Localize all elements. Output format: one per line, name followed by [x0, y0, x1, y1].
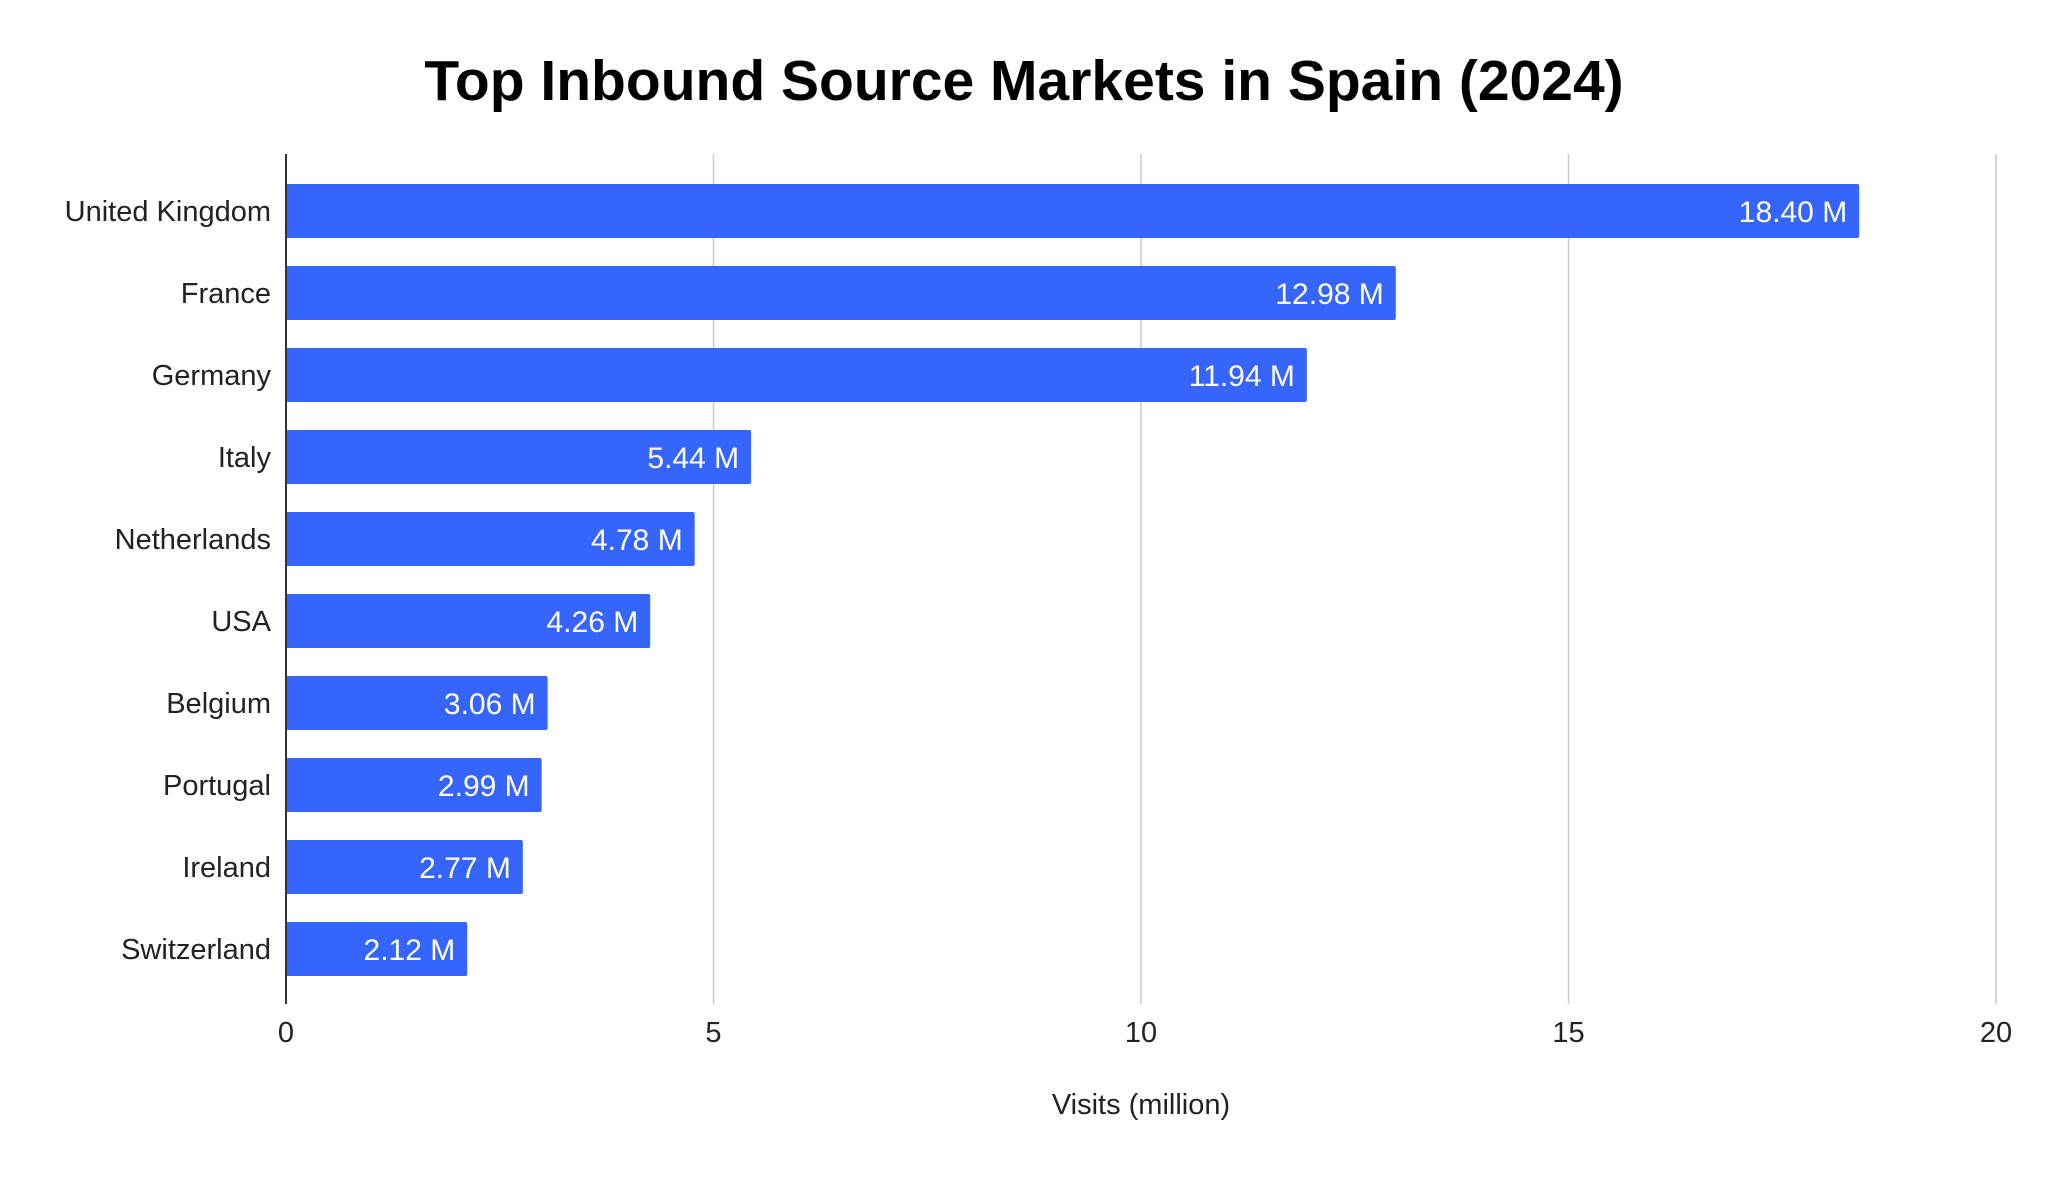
data-label: 3.06 M	[444, 688, 536, 721]
bar	[286, 594, 651, 648]
category-label: Belgium	[166, 688, 271, 720]
category-label: USA	[211, 606, 271, 638]
data-label: 2.99 M	[438, 770, 530, 803]
category-labels: United Kingdom France Germany Italy Netherla…	[65, 196, 272, 966]
bar	[286, 512, 695, 566]
data-label: 4.26 M	[547, 606, 639, 639]
category-label: Netherlands	[115, 524, 271, 556]
bar	[286, 840, 523, 894]
category-label: Ireland	[182, 852, 271, 884]
x-tick-label: 0	[278, 1017, 294, 1049]
x-tick-label: 10	[1125, 1017, 1157, 1049]
x-tick-label: 15	[1552, 1017, 1584, 1049]
data-label: 18.40 M	[1739, 196, 1847, 229]
chart-title: Top Inbound Source Markets in Spain (202…	[424, 49, 1623, 113]
data-label: 11.94 M	[1189, 360, 1295, 393]
bar	[286, 430, 752, 484]
category-label: Portugal	[163, 770, 271, 802]
x-tick-label: 20	[1980, 1017, 2012, 1049]
x-tick-label: 5	[705, 1017, 721, 1049]
bars	[286, 184, 1860, 976]
category-label: United Kingdom	[65, 196, 271, 228]
category-label: Switzerland	[121, 934, 271, 966]
bar	[286, 922, 468, 976]
x-tick-labels: 0 5 10 15 20	[278, 1017, 2012, 1049]
data-label: 12.98 M	[1275, 278, 1383, 311]
bar	[286, 348, 1307, 402]
bar	[286, 184, 1860, 238]
bar	[286, 676, 548, 730]
category-label: Italy	[218, 442, 272, 474]
data-label: 2.12 M	[364, 934, 456, 967]
data-label: 4.78 M	[591, 524, 683, 557]
bar	[286, 758, 542, 812]
x-axis-title: Visits (million)	[1052, 1089, 1230, 1121]
data-label: 2.77 M	[419, 852, 511, 885]
data-label: 5.44 M	[647, 442, 739, 475]
data-labels: 18.40 M 12.98 M 11.94 M 5.44 M 4.78 M 4.26 M 3…	[364, 196, 1848, 967]
category-label: France	[181, 278, 271, 310]
category-label: Germany	[152, 360, 272, 392]
bar	[286, 266, 1396, 320]
